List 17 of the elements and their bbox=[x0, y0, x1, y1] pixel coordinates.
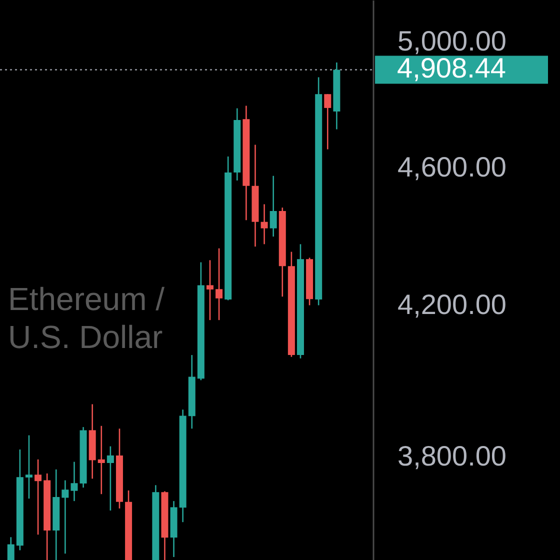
candlestick bbox=[270, 175, 277, 238]
candlestick bbox=[216, 248, 223, 321]
y-tick-label: 4,200.00 bbox=[398, 289, 506, 320]
text: Ethereum / U.S. Dollar bbox=[8, 281, 165, 355]
candlestick bbox=[260, 204, 268, 245]
candlestick bbox=[25, 434, 32, 500]
y-tick-label: 3,800.00 bbox=[398, 440, 506, 472]
candlestick bbox=[62, 480, 69, 554]
candlestick bbox=[7, 536, 14, 560]
candlestick bbox=[98, 425, 105, 495]
y-tick-label: 4,600.00 bbox=[398, 151, 506, 182]
candlestick bbox=[106, 446, 114, 512]
candlestick bbox=[324, 93, 332, 150]
candlestick bbox=[70, 461, 78, 502]
candlestick bbox=[206, 260, 214, 321]
y-tick-label: 5,000.00 bbox=[398, 25, 506, 56]
candlestick bbox=[34, 458, 42, 536]
